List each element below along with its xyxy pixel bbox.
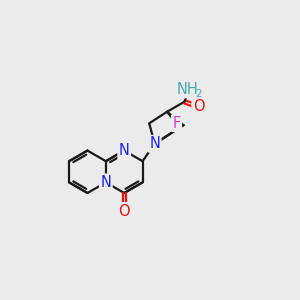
Text: N: N	[100, 175, 111, 190]
Text: O: O	[118, 203, 130, 218]
Text: N: N	[119, 143, 130, 158]
Text: N: N	[149, 136, 160, 151]
Text: 2: 2	[195, 89, 202, 99]
Text: F: F	[172, 116, 181, 131]
Text: O: O	[193, 99, 205, 114]
Text: NH: NH	[177, 82, 198, 97]
